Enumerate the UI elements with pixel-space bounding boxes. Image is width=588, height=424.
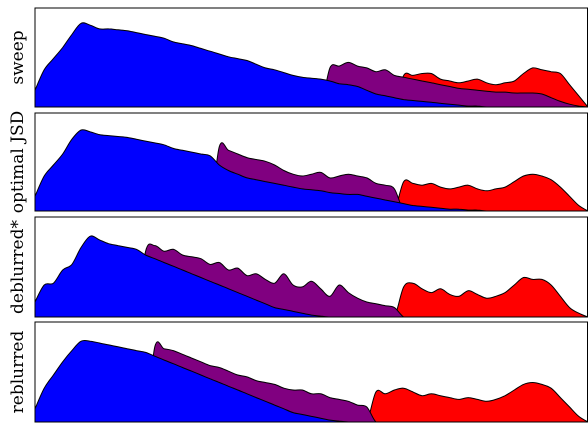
panel-4: reblurred [8, 321, 588, 423]
area-purple [35, 61, 588, 107]
area-purple [35, 142, 588, 211]
panel-3: deblurred* [8, 216, 588, 318]
area-blue [35, 129, 588, 211]
plot-area [35, 339, 588, 422]
panel-2: optimal JSD [8, 111, 588, 214]
plot-area [35, 22, 588, 107]
area-blue [35, 235, 588, 317]
area-blue [35, 339, 588, 422]
panel-label: sweep [8, 30, 28, 84]
area-red [35, 276, 588, 317]
area-blue [35, 22, 588, 107]
panels: sweep optimal JSD deblurred* reblurred [8, 7, 588, 423]
area-red [35, 173, 588, 211]
panel-label: reblurred [8, 331, 28, 414]
panel-1: sweep [8, 7, 588, 108]
panel-label: optimal JSD [8, 111, 28, 214]
panel-label: deblurred* [8, 220, 28, 314]
plot-area [35, 235, 588, 317]
area-red [35, 382, 588, 422]
plot-area [35, 129, 588, 211]
